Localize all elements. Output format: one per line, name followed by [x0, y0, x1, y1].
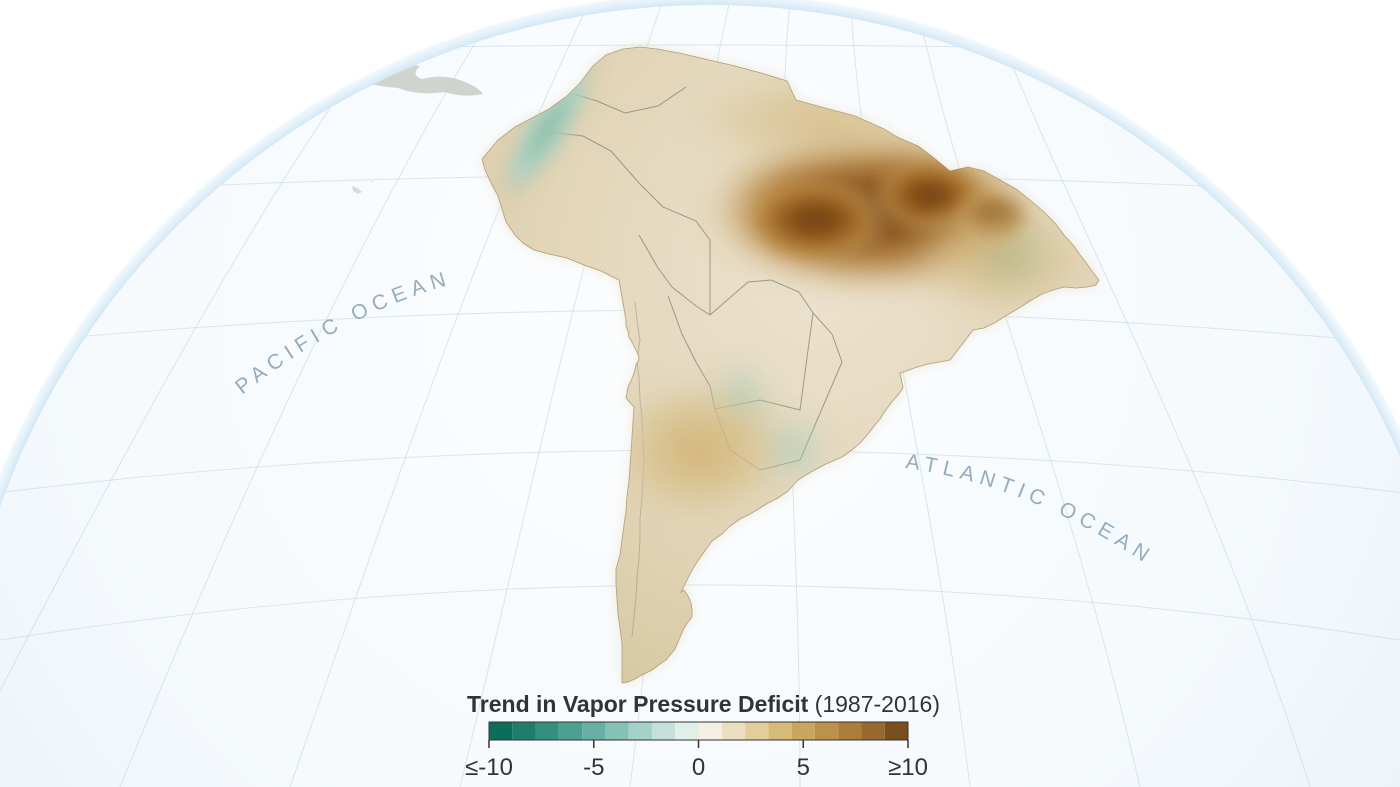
svg-text:Trend in Vapor Pressure Defici: Trend in Vapor Pressure Deficit (1987-20… [467, 691, 940, 717]
svg-text:5: 5 [797, 754, 810, 781]
svg-text:≥10: ≥10 [888, 754, 928, 781]
svg-text:0: 0 [692, 754, 705, 781]
svg-text:-5: -5 [583, 754, 604, 781]
svg-text:≤-10: ≤-10 [465, 754, 513, 781]
